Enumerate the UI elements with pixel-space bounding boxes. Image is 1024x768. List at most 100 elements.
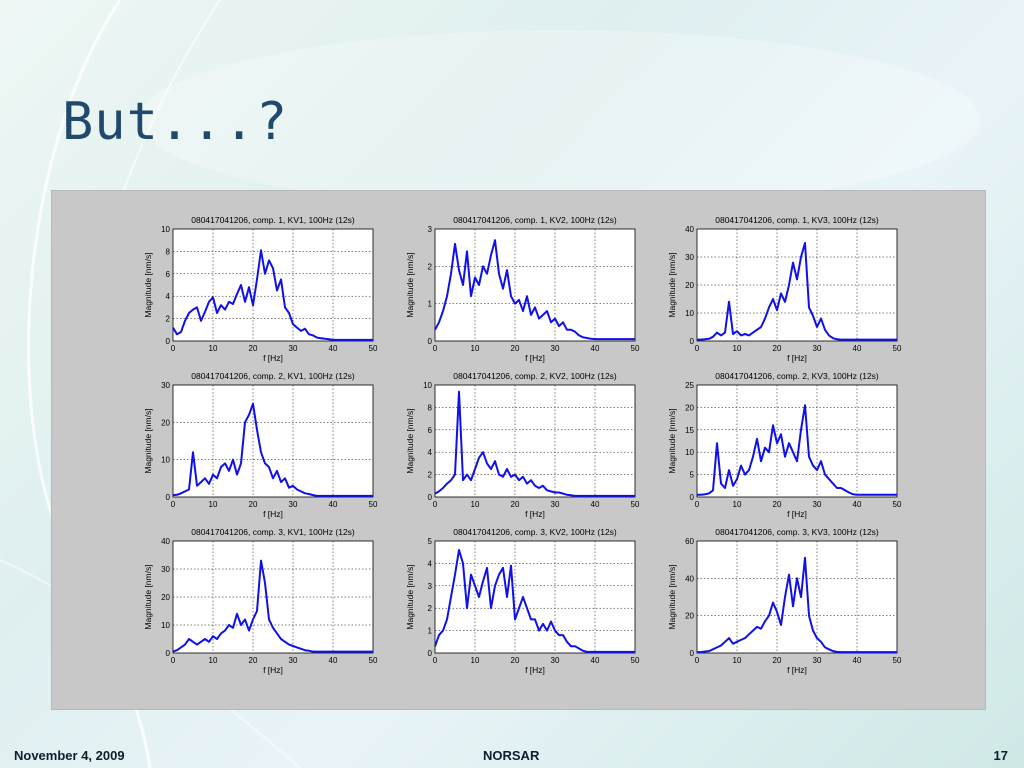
subplot-1-y-tick-label: 4 [166, 292, 171, 301]
subplot-5-title: 080417041206, comp. 2, KV2, 100Hz (12s) [453, 371, 617, 381]
subplot-1-y-tick-label: 0 [166, 337, 171, 346]
slide-title: But...? [62, 92, 289, 152]
subplot-3-y-axis-label: Magnitude [nm/s] [667, 252, 677, 317]
subplot-9-x-axis-label: f [Hz] [787, 665, 807, 675]
subplot-2-title: 080417041206, comp. 1, KV2, 100Hz (12s) [453, 215, 617, 225]
subplot-3-plot-area [696, 228, 898, 342]
subplot-3-title: 080417041206, comp. 1, KV3, 100Hz (12s) [715, 215, 879, 225]
subplot-4-y-tick-label: 30 [161, 381, 170, 390]
subplot-5-y-tick-label: 4 [428, 448, 433, 457]
subplot-9-x-tick-label: 10 [733, 656, 742, 665]
subplot-1-spectrum-line [172, 249, 373, 341]
subplot-7-y-tick-label: 30 [161, 565, 170, 574]
subplot-2-y-tick-label: 3 [428, 225, 433, 234]
subplot-3-y-tick-label: 0 [690, 337, 695, 346]
subplot-8-y-tick-label: 0 [428, 649, 433, 658]
subplot-2-x-tick-label: 30 [551, 344, 560, 353]
subplot-2-plot-area [434, 228, 636, 342]
subplot-8-x-tick-label: 50 [631, 656, 640, 665]
subplot-7-title: 080417041206, comp. 3, KV1, 100Hz (12s) [191, 527, 355, 537]
footer-page-number: 17 [993, 748, 1008, 763]
subplot-7-y-tick-label: 0 [166, 649, 171, 658]
subplot-6-x-tick-label: 50 [893, 500, 902, 509]
subplot-1-x-tick-label: 30 [289, 344, 298, 353]
subplot-9-x-tick-label: 50 [893, 656, 902, 665]
subplot-3-x-tick-label: 50 [893, 344, 902, 353]
subplot-6-y-tick-label: 15 [685, 426, 694, 435]
subplot-5-y-axis-label: Magnitude [nm/s] [405, 408, 415, 473]
subplot-5-y-tick-label: 2 [428, 471, 433, 480]
subplot-4-y-tick-label: 10 [161, 456, 170, 465]
subplot-5-x-tick-label: 10 [471, 500, 480, 509]
subplot-5-x-tick-label: 30 [551, 500, 560, 509]
subplot-1-y-tick-label: 6 [166, 270, 171, 279]
subplot-5-x-tick-label: 50 [631, 500, 640, 509]
subplot-2-x-tick-label: 50 [631, 344, 640, 353]
subplot-3-y-tick-label: 20 [685, 281, 694, 290]
subplot-6-y-tick-label: 10 [685, 448, 694, 457]
subplot-6-y-axis-label: Magnitude [nm/s] [667, 408, 677, 473]
subplot-3-y-tick-label: 40 [685, 225, 694, 234]
subplot-1-y-tick-label: 2 [166, 315, 171, 324]
subplot-7-x-tick-label: 40 [329, 656, 338, 665]
subplot-6-title: 080417041206, comp. 2, KV3, 100Hz (12s) [715, 371, 879, 381]
subplot-2-x-tick-label: 0 [433, 344, 438, 353]
subplot-7-x-tick-label: 20 [249, 656, 258, 665]
subplot-4-y-tick-label: 0 [166, 493, 171, 502]
subplot-5-x-tick-label: 0 [433, 500, 438, 509]
subplot-3-y-tick-label: 30 [685, 253, 694, 262]
subplot-8-y-tick-label: 3 [428, 582, 433, 591]
subplot-3-x-tick-label: 10 [733, 344, 742, 353]
subplot-9-plot-area [696, 540, 898, 654]
subplot-3-x-tick-label: 30 [813, 344, 822, 353]
subplot-8-x-tick-label: 40 [591, 656, 600, 665]
subplot-4-x-tick-label: 0 [171, 500, 176, 509]
subplot-6-spectrum-line [697, 404, 897, 496]
subplot-6-x-axis-label: f [Hz] [787, 509, 807, 519]
subplot-8-x-axis-label: f [Hz] [525, 665, 545, 675]
subplot-7-x-tick-label: 50 [369, 656, 378, 665]
subplot-1-x-axis-label: f [Hz] [263, 353, 283, 363]
subplot-5-y-tick-label: 6 [428, 426, 433, 435]
subplot-1-title: 080417041206, comp. 1, KV1, 100Hz (12s) [191, 215, 355, 225]
subplot-2-x-tick-label: 20 [511, 344, 520, 353]
subplot-9-x-tick-label: 0 [695, 656, 700, 665]
subplot-5-y-tick-label: 0 [428, 493, 433, 502]
subplot-8-y-tick-label: 2 [428, 604, 433, 613]
subplot-9-spectrum-line [697, 556, 897, 654]
subplot-8-x-tick-label: 0 [433, 656, 438, 665]
subplot-8-x-tick-label: 20 [511, 656, 520, 665]
subplot-9-title: 080417041206, comp. 3, KV3, 100Hz (12s) [715, 527, 879, 537]
subplot-3-x-tick-label: 0 [695, 344, 700, 353]
subplot-1-y-tick-label: 8 [166, 247, 171, 256]
subplot-1-x-tick-label: 0 [171, 344, 176, 353]
subplot-7-y-tick-label: 10 [161, 621, 170, 630]
subplot-4-x-tick-label: 40 [329, 500, 338, 509]
subplot-4-x-tick-label: 10 [209, 500, 218, 509]
subplot-1-x-tick-label: 10 [209, 344, 218, 353]
subplot-8-y-tick-label: 5 [428, 537, 433, 546]
subplot-3-x-tick-label: 40 [853, 344, 862, 353]
subplot-2-y-tick-label: 2 [428, 262, 433, 271]
subplot-6-y-tick-label: 0 [690, 493, 695, 502]
subplot-6-x-tick-label: 20 [773, 500, 782, 509]
subplot-2-spectrum-line [434, 239, 635, 341]
subplot-7-y-tick-label: 40 [161, 537, 170, 546]
subplot-7-x-axis-label: f [Hz] [263, 665, 283, 675]
subplot-6-x-tick-label: 40 [853, 500, 862, 509]
subplot-4-spectrum-line [172, 402, 373, 497]
subplot-9-y-tick-label: 60 [685, 537, 694, 546]
subplot-7-plot-area [172, 540, 374, 654]
subplot-8-y-axis-label: Magnitude [nm/s] [405, 564, 415, 629]
subplot-1-x-tick-label: 50 [369, 344, 378, 353]
subplot-4-x-tick-label: 50 [369, 500, 378, 509]
subplot-4-y-axis-label: Magnitude [nm/s] [143, 408, 153, 473]
subplot-5-spectrum-line [434, 390, 635, 497]
subplot-5-y-tick-label: 8 [428, 403, 433, 412]
subplot-1-x-tick-label: 40 [329, 344, 338, 353]
subplot-8-spectrum-line [434, 549, 635, 653]
subplot-3-x-axis-label: f [Hz] [787, 353, 807, 363]
subplot-9-x-tick-label: 40 [853, 656, 862, 665]
subplot-3-spectrum-line [697, 242, 897, 341]
